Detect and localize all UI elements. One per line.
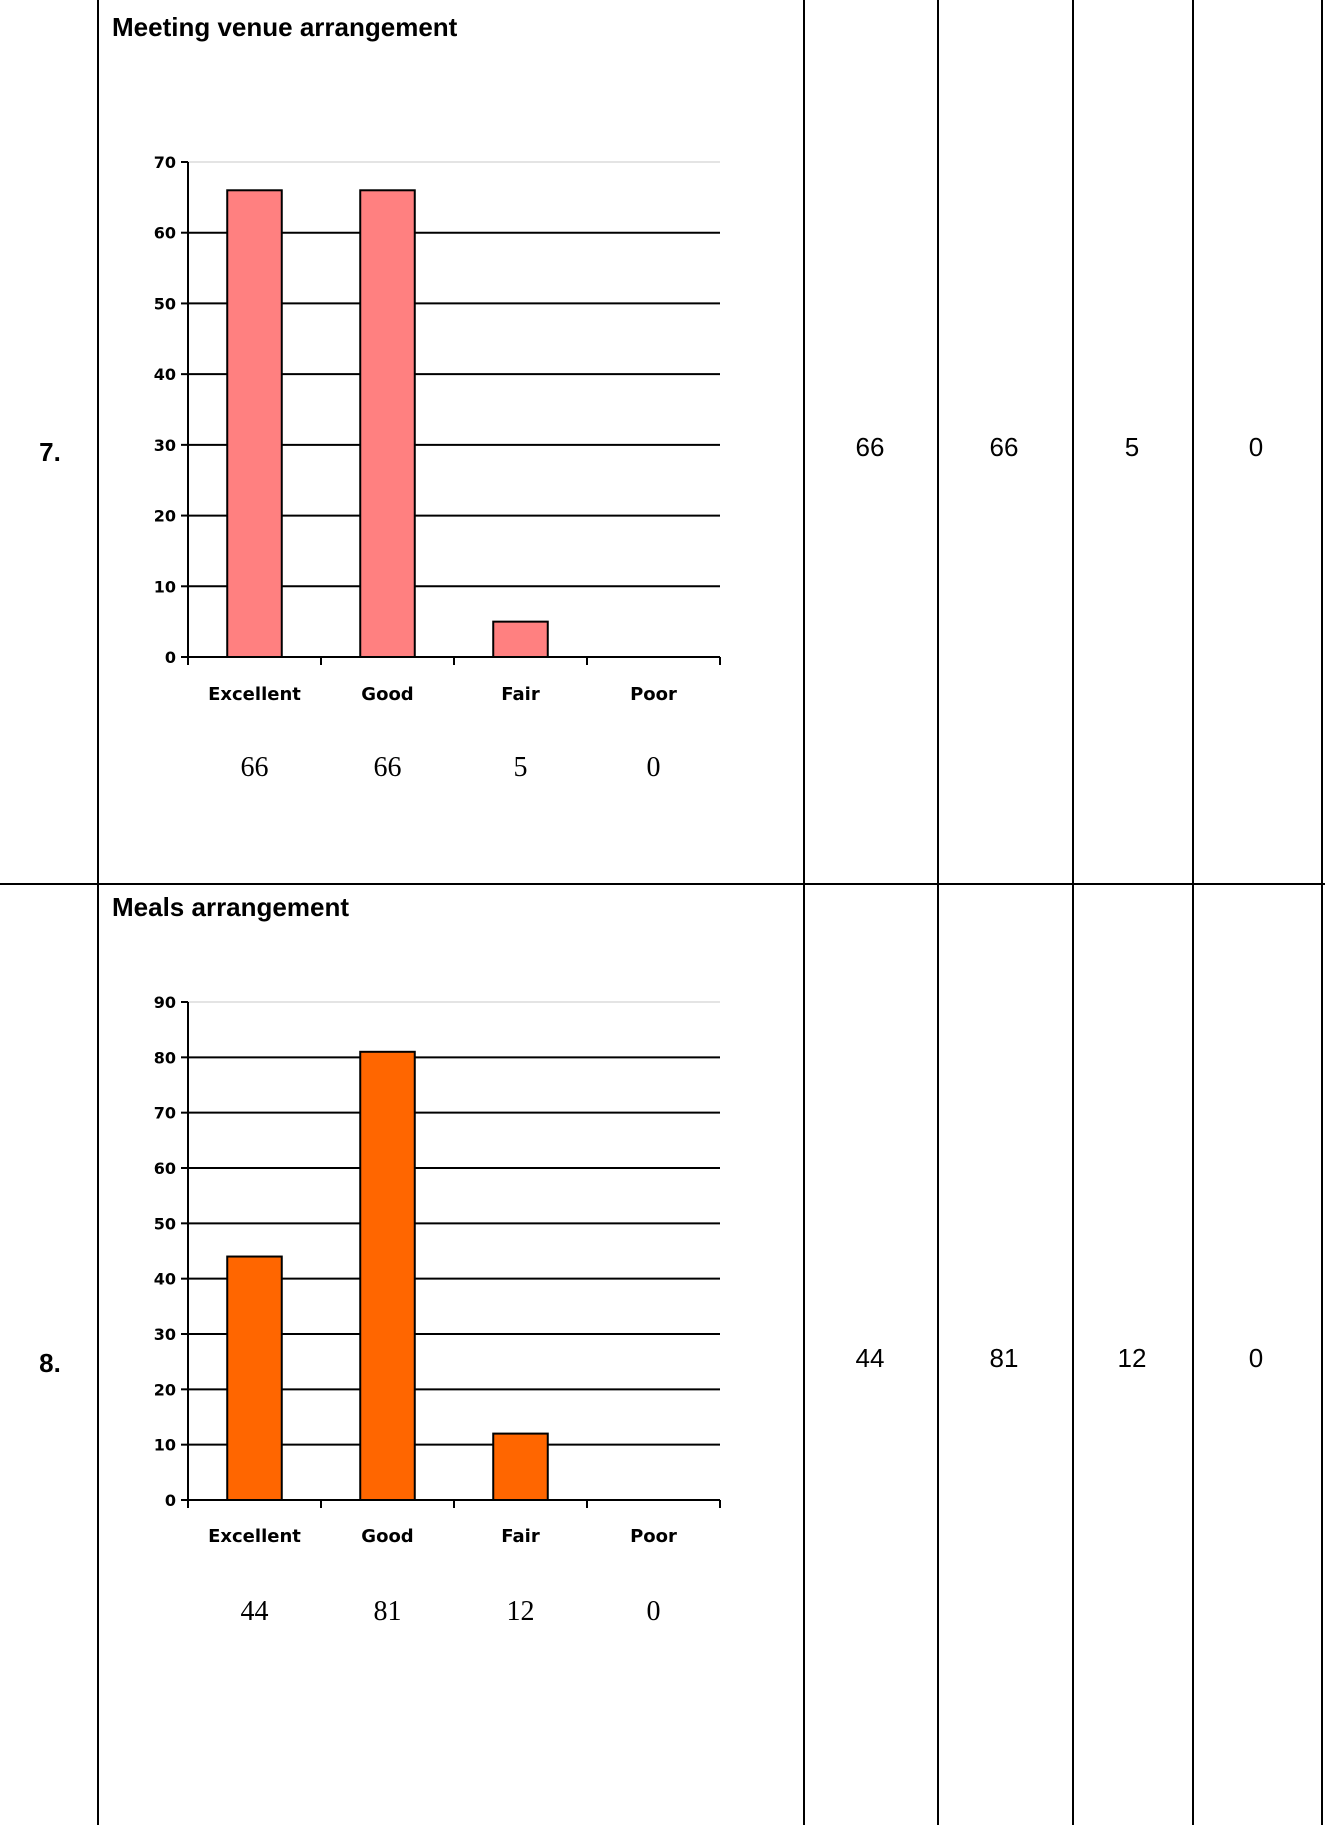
- bar-fair: [492, 620, 549, 658]
- data-label: 0: [647, 1596, 661, 1627]
- count-excellent: 66: [855, 432, 885, 462]
- chart-title: Meeting venue arrangement: [112, 12, 458, 42]
- x-tick-label: Good: [361, 1526, 413, 1547]
- x-tick-label: Fair: [501, 1526, 540, 1547]
- bar-excellent: [226, 189, 283, 659]
- y-tick-label: 30: [154, 436, 176, 455]
- row-number: 7.: [39, 437, 61, 467]
- count-excellent: 44: [855, 1343, 885, 1373]
- y-tick-label: 20: [154, 507, 176, 526]
- count-good: 81: [989, 1343, 1019, 1373]
- data-label: 0: [647, 752, 661, 783]
- y-tick-label: 90: [154, 993, 176, 1012]
- bar-fair: [492, 1432, 549, 1502]
- y-tick-label: 40: [154, 365, 176, 384]
- bar-good: [359, 1050, 416, 1502]
- table-border: [97, 0, 99, 1825]
- table-border: [1072, 0, 1074, 1825]
- x-tick-label: Excellent: [208, 684, 301, 705]
- y-tick-label: 70: [154, 1104, 176, 1123]
- bar-chart-meals: 0 10 20 30 40 50 60 70 80 90 Excellent 44 Good 81 Fair…: [108, 980, 808, 1680]
- y-tick-label: 60: [154, 1159, 176, 1178]
- count-poor: 0: [1248, 1343, 1264, 1373]
- bar-excellent: [226, 1255, 283, 1501]
- y-tick-label: 70: [154, 153, 176, 172]
- data-label: 81: [374, 1596, 402, 1627]
- count-fair: 5: [1124, 432, 1140, 462]
- table-border: [1321, 0, 1323, 1825]
- y-tick-label: 50: [154, 294, 176, 313]
- y-tick-label: 0: [165, 1491, 176, 1510]
- y-tick-label: 30: [154, 1325, 176, 1344]
- table-border: [937, 0, 939, 1825]
- x-tick-label: Poor: [630, 1526, 677, 1547]
- count-good: 66: [989, 432, 1019, 462]
- x-tick-label: Fair: [501, 684, 540, 705]
- y-tick-label: 20: [154, 1380, 176, 1399]
- data-label: 66: [374, 752, 402, 783]
- y-tick-label: 50: [154, 1214, 176, 1233]
- data-label: 5: [514, 752, 528, 783]
- x-tick-label: Excellent: [208, 1526, 301, 1547]
- y-tick-label: 0: [165, 648, 176, 667]
- row-number: 8.: [39, 1348, 61, 1378]
- table-border: [803, 0, 805, 1825]
- bar-good: [359, 189, 416, 659]
- chart-title: Meals arrangement: [112, 892, 349, 922]
- bar-chart-meeting-venue: 0 10 20 30 40 50 60 70 Excellent 66 Good 66 Fair 5 Poo…: [108, 140, 808, 800]
- y-tick-label: 80: [154, 1048, 176, 1067]
- y-tick-label: 60: [154, 224, 176, 243]
- data-label: 66: [241, 752, 269, 783]
- data-label: 12: [507, 1596, 535, 1627]
- count-fair: 12: [1117, 1343, 1147, 1373]
- x-tick-label: Poor: [630, 684, 677, 705]
- x-tick-label: Good: [361, 684, 413, 705]
- row-divider: [0, 883, 1325, 885]
- table-border: [1192, 0, 1194, 1825]
- data-label: 44: [241, 1596, 269, 1627]
- y-tick-label: 10: [154, 1436, 176, 1455]
- y-tick-label: 10: [154, 577, 176, 596]
- y-tick-label: 40: [154, 1270, 176, 1289]
- count-poor: 0: [1248, 432, 1264, 462]
